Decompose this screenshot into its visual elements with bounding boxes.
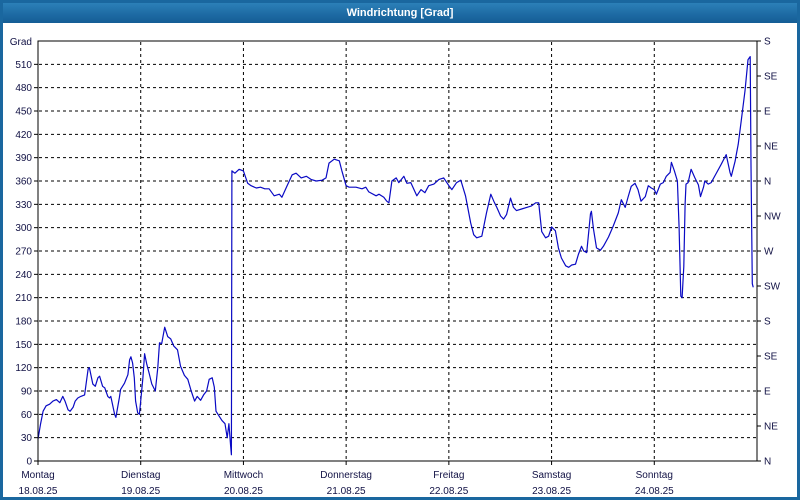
plot-frame	[37, 40, 758, 462]
right-axis-ticks	[757, 40, 761, 462]
left-tick-label: 60	[21, 410, 33, 421]
left-tick-label: 330	[15, 200, 32, 211]
day-name-label: Samstag	[532, 470, 571, 481]
left-tick-label: 120	[15, 363, 32, 374]
left-tick-label: 210	[15, 293, 32, 304]
left-axis-ticks	[34, 63, 38, 462]
right-tick-label: E	[764, 387, 771, 398]
day-date-label: 24.08.25	[635, 486, 674, 497]
day-date-label: 19.08.25	[121, 486, 160, 497]
left-tick-label: 270	[15, 247, 32, 258]
day-date-label: 23.08.25	[532, 486, 571, 497]
day-date-label: 20.08.25	[224, 486, 263, 497]
right-tick-label: N	[764, 457, 771, 468]
y-axis-caption: Grad	[10, 37, 32, 48]
left-tick-label: 90	[21, 387, 33, 398]
series-line	[37, 55, 754, 456]
right-tick-label: SE	[764, 72, 778, 83]
day-name-label: Dienstag	[121, 470, 160, 481]
right-tick-label: E	[764, 107, 771, 118]
right-tick-label: NW	[764, 212, 781, 223]
wind-direction-chart: 0 30 60 90 120 150 180 210 240 270 300 330 360 390 420…	[10, 37, 781, 498]
right-tick-label: N	[764, 177, 771, 188]
day-name-label: Donnerstag	[320, 470, 372, 481]
left-tick-label: 180	[15, 317, 32, 328]
left-tick-label: 450	[15, 107, 32, 118]
left-axis-labels: 0 30 60 90 120 150 180 210 240 270 300 330 360 390 420…	[10, 37, 33, 468]
horizontal-gridlines	[39, 63, 756, 439]
day-date-label: 22.08.25	[429, 486, 468, 497]
left-tick-label: 150	[15, 340, 32, 351]
left-tick-label: 420	[15, 130, 32, 141]
left-tick-label: 300	[15, 223, 32, 234]
window-title: Windrichtung [Grad]	[3, 3, 797, 23]
right-tick-label: SE	[764, 352, 778, 363]
day-date-label: 21.08.25	[327, 486, 366, 497]
right-tick-label: NE	[764, 142, 778, 153]
left-tick-label: 240	[15, 270, 32, 281]
day-name-label: Mittwoch	[224, 470, 263, 481]
right-tick-label: W	[764, 247, 774, 258]
left-tick-label: 30	[21, 433, 33, 444]
day-date-label: 18.08.25	[19, 486, 58, 497]
bottom-axis-ticks	[37, 461, 655, 465]
right-axis-labels: N NE E SE S SW W NW N NE E SE S	[764, 37, 781, 468]
left-tick-label: 390	[15, 153, 32, 164]
left-tick-label: 510	[15, 60, 32, 71]
day-name-label: Freitag	[433, 470, 464, 481]
day-name-label: Montag	[21, 470, 54, 481]
left-tick-label: 360	[15, 177, 32, 188]
day-name-label: Sonntag	[636, 470, 673, 481]
right-tick-label: NE	[764, 422, 778, 433]
left-tick-label: 480	[15, 83, 32, 94]
right-tick-label: S	[764, 37, 771, 48]
wind-direction-series	[37, 55, 754, 456]
right-tick-label: S	[764, 317, 771, 328]
vertical-gridlines	[140, 42, 655, 460]
x-axis-day-labels: Montag 18.08.25 Dienstag 19.08.25 Mittwoch 20…	[19, 470, 675, 497]
right-tick-label: SW	[764, 282, 781, 293]
left-tick-label: 0	[26, 457, 32, 468]
